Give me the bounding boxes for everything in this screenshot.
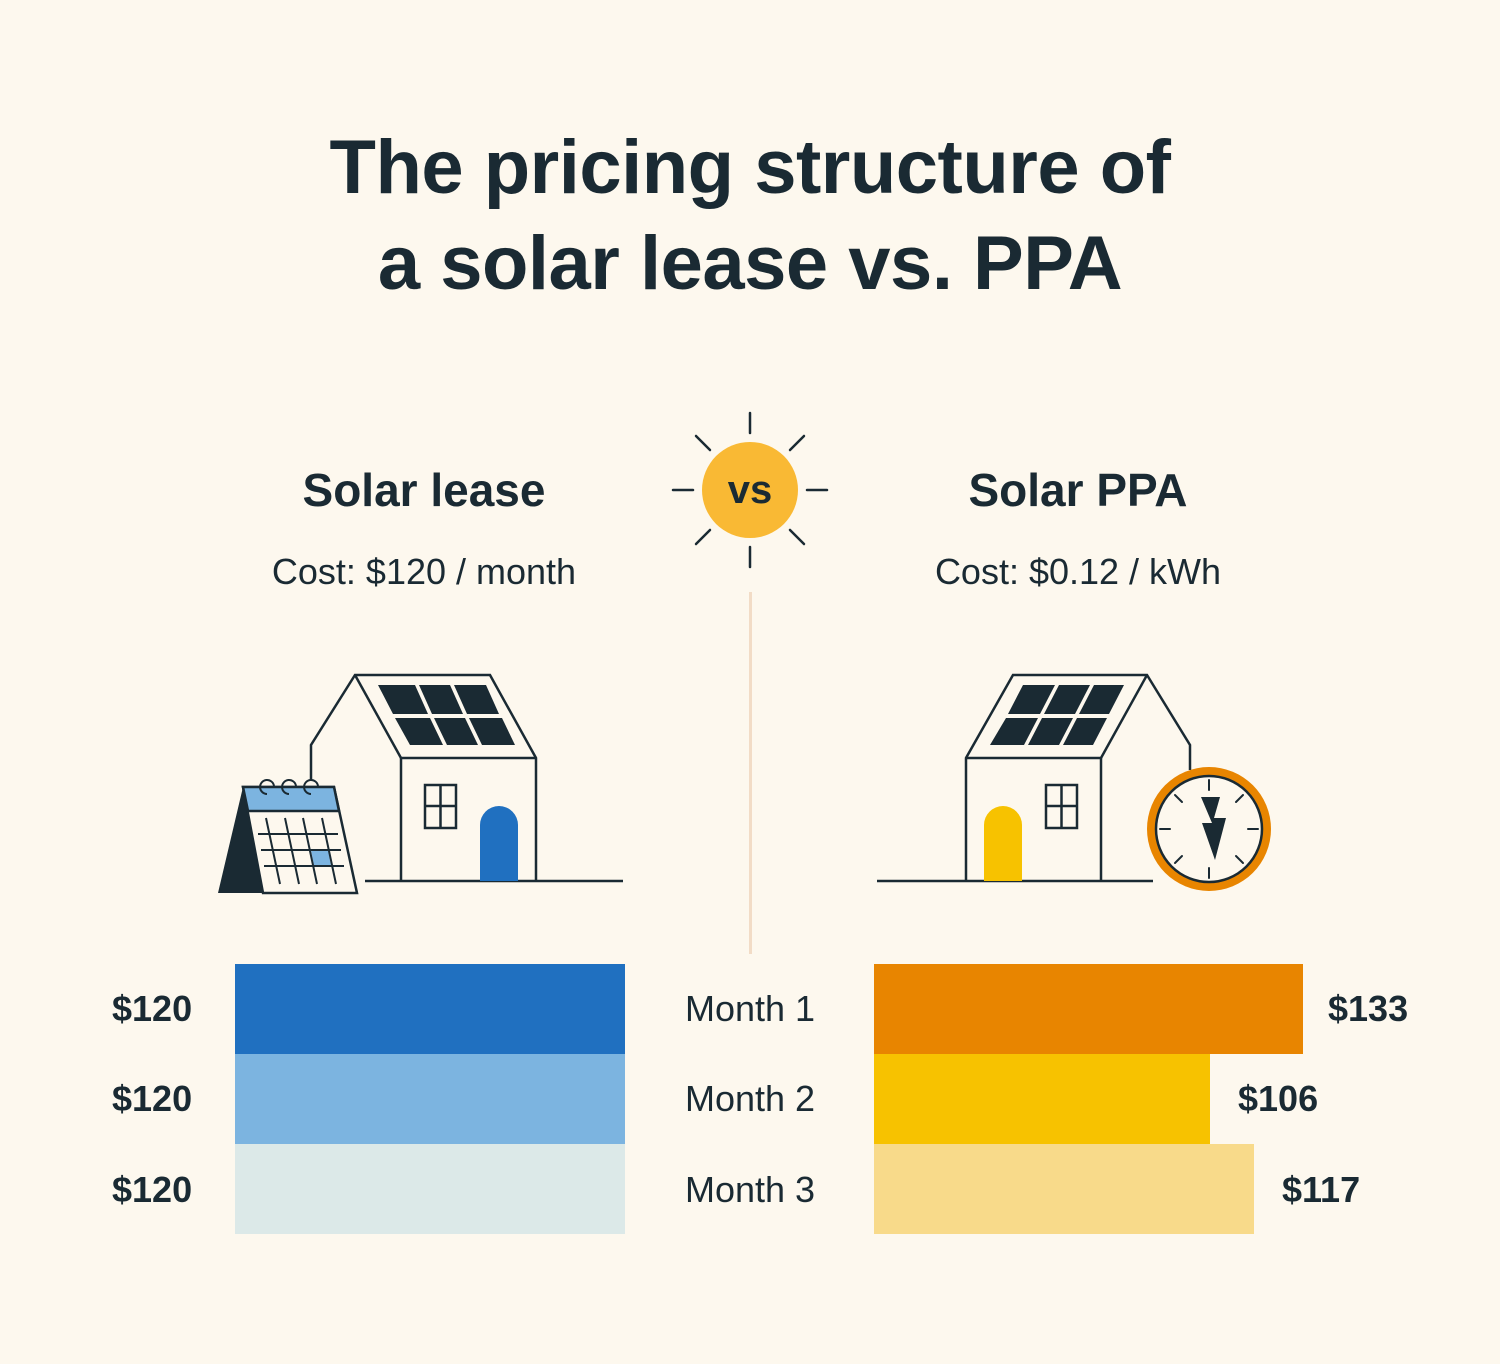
lease-value-month-3: $120 <box>112 1169 193 1210</box>
vs-label: vs <box>727 468 773 512</box>
lease-heading: Solar lease <box>302 464 546 516</box>
sun-vs-badge-icon <box>671 411 829 569</box>
title-line-2: a solar lease vs. PPA <box>377 221 1123 306</box>
lease-cost: Cost: $120 / month <box>271 551 577 592</box>
ppa-heading: Solar PPA <box>968 464 1188 516</box>
ppa-bar-month-2 <box>874 1054 1210 1144</box>
house-with-calendar-icon <box>218 673 623 895</box>
lease-value-month-1: $120 <box>112 988 193 1029</box>
ppa-value-month-2: $106 <box>1238 1078 1319 1119</box>
ppa-value-month-3: $117 <box>1282 1169 1361 1210</box>
lease-bar-month-1 <box>235 964 625 1054</box>
lease-bar-month-2 <box>235 1054 625 1144</box>
ppa-bar-month-3 <box>874 1144 1254 1234</box>
month-label-3: Month 3 <box>684 1169 816 1210</box>
ppa-bar-month-1 <box>874 964 1303 1054</box>
title-line-1: The pricing structure of <box>329 125 1171 210</box>
lease-value-month-2: $120 <box>112 1078 193 1119</box>
ppa-cost: Cost: $0.12 / kWh <box>934 551 1222 592</box>
ppa-value-month-1: $133 <box>1328 988 1409 1029</box>
house-with-meter-icon <box>877 673 1271 891</box>
month-label-1: Month 1 <box>684 988 816 1029</box>
month-label-2: Month 2 <box>684 1078 816 1119</box>
center-divider <box>749 592 752 954</box>
chart-title: The pricing structure of a solar lease v… <box>0 120 1500 312</box>
lease-bar-month-3 <box>235 1144 625 1234</box>
